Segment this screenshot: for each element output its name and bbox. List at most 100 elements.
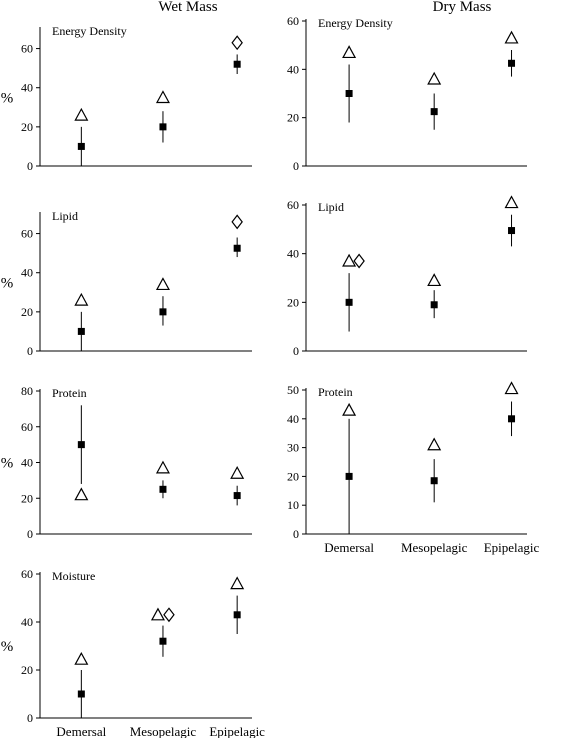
triangle-marker — [342, 45, 357, 59]
panel-energy-density-dry-mass: 0 20 40 60 Energy Density — [287, 14, 527, 173]
mean-marker — [508, 415, 516, 423]
y-tick-label: 0 — [27, 344, 33, 358]
y-tick-label: 20 — [21, 663, 33, 677]
y-tick-label: 50 — [287, 383, 299, 397]
mean-marker — [345, 298, 353, 306]
y-tick-label: 20 — [21, 305, 33, 319]
panel-energy-density-wet-mass: 0 20 40 60% Energy Density — [1, 24, 252, 173]
triangle-marker — [155, 460, 170, 474]
mean-marker — [508, 227, 516, 235]
y-tick-label: 20 — [21, 120, 33, 134]
y-tick-label: 20 — [287, 295, 299, 309]
panel-lipid-dry-mass: 0 20 40 60 Lipid — [287, 195, 527, 358]
panel-protein-wet-mass: 0 20 40 60 80% Protein — [1, 384, 252, 541]
triangle-marker — [230, 576, 245, 590]
column-title-dry: Dry Mass — [433, 0, 492, 15]
mean-marker — [345, 90, 353, 97]
mean-marker — [430, 301, 438, 309]
triangle-marker — [150, 607, 165, 621]
triangle-marker — [504, 30, 519, 44]
triangle-marker — [504, 381, 519, 395]
triangle-marker — [74, 107, 89, 121]
x-category-label: Epipelagic — [209, 724, 265, 738]
x-category-label: Demersal — [324, 540, 374, 555]
triangle-marker — [427, 437, 442, 451]
mean-marker — [233, 492, 241, 500]
x-category-label: Epipelagic — [484, 540, 540, 555]
mean-marker — [508, 59, 516, 67]
triangle-marker — [342, 253, 357, 267]
mean-marker — [77, 690, 85, 698]
column-title-wet: Wet Mass — [158, 0, 217, 15]
y-tick-label: 40 — [21, 456, 33, 470]
mean-marker — [159, 123, 167, 131]
y-axis-label: % — [1, 639, 14, 655]
triangle-marker — [427, 71, 442, 85]
y-tick-label: 60 — [21, 567, 33, 581]
y-tick-label: 60 — [21, 227, 33, 241]
mean-marker — [159, 637, 167, 645]
triangle-marker — [427, 273, 442, 287]
y-tick-label: 20 — [287, 469, 299, 483]
y-tick-label: 30 — [287, 441, 299, 455]
y-tick-label: 80 — [21, 384, 33, 398]
y-tick-label: 60 — [21, 42, 33, 56]
diamond-marker — [163, 607, 175, 623]
x-category-label: Demersal — [56, 724, 106, 738]
triangle-marker — [504, 195, 519, 209]
triangle-marker — [230, 465, 245, 479]
panel-title: Protein — [52, 386, 87, 400]
mean-marker — [233, 60, 241, 68]
y-tick-label: 60 — [287, 14, 299, 28]
triangle-marker — [74, 651, 89, 665]
y-axis-label: % — [1, 91, 14, 107]
y-tick-label: 0 — [27, 159, 33, 173]
y-tick-label: 10 — [287, 498, 299, 512]
y-tick-label: 0 — [293, 159, 299, 173]
triangle-marker — [74, 487, 89, 501]
panel-lipid-wet-mass: 0 20 40 60% Lipid — [1, 209, 252, 358]
panel-title: Energy Density — [52, 24, 127, 38]
y-tick-label: 0 — [293, 344, 299, 358]
mean-marker — [233, 611, 241, 619]
mean-marker — [77, 142, 85, 150]
panel-title: Protein — [318, 385, 353, 399]
y-tick-label: 40 — [21, 615, 33, 629]
y-tick-label: 40 — [287, 62, 299, 76]
panel-title: Lipid — [52, 209, 78, 223]
mean-marker — [345, 472, 353, 480]
panel-title: Lipid — [318, 200, 344, 214]
y-tick-label: 40 — [287, 247, 299, 261]
mean-marker — [77, 327, 85, 335]
y-axis-label: % — [1, 276, 14, 292]
diamond-marker — [353, 253, 365, 269]
triangle-marker — [155, 277, 170, 291]
panel-moisture-wet-mass: 0 20 40 60% Moisture Demersal Mesopelagic Epipe… — [1, 567, 265, 738]
y-tick-label: 40 — [21, 266, 33, 280]
y-tick-label: 60 — [21, 420, 33, 434]
mean-marker — [430, 477, 438, 485]
y-tick-label: 20 — [21, 491, 33, 505]
y-tick-label: 40 — [21, 81, 33, 95]
mean-marker — [77, 441, 85, 449]
triangle-marker — [74, 292, 89, 306]
panel-title: Energy Density — [318, 16, 393, 30]
y-axis-label: % — [1, 456, 14, 472]
mean-marker — [430, 108, 438, 116]
y-tick-label: 0 — [27, 711, 33, 725]
mean-marker — [159, 485, 167, 493]
y-tick-label: 0 — [27, 527, 33, 541]
panel-protein-dry-mass: 0 10 20 30 40 50 Protein Demersal Mesopelagic Epi… — [287, 381, 540, 555]
triangle-marker — [155, 90, 170, 104]
x-category-label: Mesopelagic — [401, 540, 468, 555]
y-tick-label: 40 — [287, 412, 299, 426]
panel-title: Moisture — [52, 569, 95, 583]
mean-marker — [233, 244, 241, 252]
diamond-marker — [231, 214, 243, 230]
mean-marker — [159, 308, 167, 316]
triangle-marker — [342, 402, 357, 416]
x-category-label: Mesopelagic — [130, 724, 197, 738]
diamond-marker — [231, 35, 243, 51]
y-tick-label: 20 — [287, 111, 299, 125]
